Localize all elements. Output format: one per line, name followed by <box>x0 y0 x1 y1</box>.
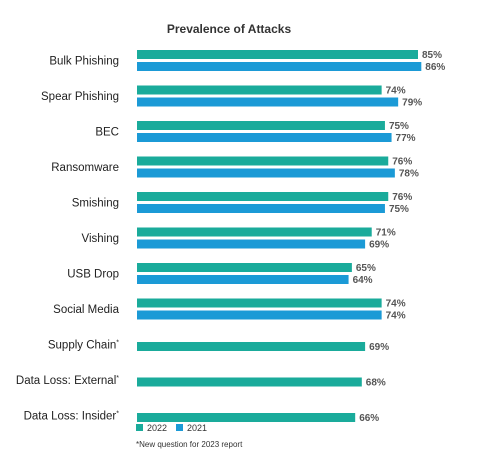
category-label: Social Media <box>53 304 119 316</box>
legend-swatch <box>136 424 143 431</box>
value-label: 74% <box>386 86 406 97</box>
value-label: 85% <box>422 50 442 61</box>
bar-2022 <box>137 413 356 422</box>
bar-2022 <box>137 263 352 272</box>
category-label: Vishing <box>81 233 119 245</box>
chart-title: Prevalence of Attacks <box>167 22 292 36</box>
value-label: 69% <box>369 342 389 353</box>
bar-2022 <box>137 342 366 351</box>
bar-2021 <box>137 97 399 107</box>
value-label: 66% <box>359 413 379 424</box>
legend-swatch <box>176 424 183 431</box>
value-label: 64% <box>353 275 373 286</box>
bar-2021 <box>137 275 349 284</box>
value-label: 75% <box>389 204 409 215</box>
legend-label: 2022 <box>147 423 167 433</box>
category-label: Bulk Phishing <box>49 56 119 68</box>
bar-2021 <box>137 310 382 320</box>
bar-2022 <box>137 298 382 308</box>
category-label: Ransomware <box>51 162 119 174</box>
value-label: 86% <box>425 62 445 73</box>
value-label: 68% <box>366 378 386 389</box>
bar-2022 <box>137 377 362 387</box>
value-label: 74% <box>386 311 406 322</box>
bar-2022 <box>137 121 385 130</box>
value-label: 79% <box>402 98 422 109</box>
bar-2021 <box>137 168 395 178</box>
category-label: BEC <box>95 127 119 139</box>
footnote: *New question for 2023 report <box>136 440 243 449</box>
bar-2021 <box>137 239 366 249</box>
category-label: Data Loss: External* <box>16 375 119 387</box>
bar-2022 <box>137 192 389 201</box>
value-label: 65% <box>356 263 376 274</box>
legend: 2022 2021 <box>136 423 207 433</box>
value-label: 76% <box>392 192 412 203</box>
category-label: Smishing <box>72 198 119 210</box>
chart-rows: Bulk Phishing 85%86%Spear Phishing 74%79%B… <box>16 50 445 424</box>
value-label: 76% <box>392 157 412 168</box>
value-label: 74% <box>386 299 406 310</box>
value-label: 77% <box>396 133 416 144</box>
bar-2022 <box>137 85 382 95</box>
value-label: 71% <box>376 228 396 239</box>
category-label: Spear Phishing <box>41 91 119 103</box>
bar-2021 <box>137 62 422 71</box>
bar-2022 <box>137 156 389 166</box>
bar-2022 <box>137 227 372 237</box>
category-label: USB Drop <box>67 269 119 281</box>
category-label: Supply Chain* <box>48 340 119 352</box>
bar-2021 <box>137 204 385 213</box>
value-label: 75% <box>389 121 409 132</box>
value-label: 69% <box>369 240 389 251</box>
bar-2021 <box>137 133 392 142</box>
category-label: Data Loss: Insider* <box>24 411 120 423</box>
legend-label: 2021 <box>187 423 207 433</box>
bar-2022 <box>137 50 418 59</box>
value-label: 78% <box>399 169 419 180</box>
